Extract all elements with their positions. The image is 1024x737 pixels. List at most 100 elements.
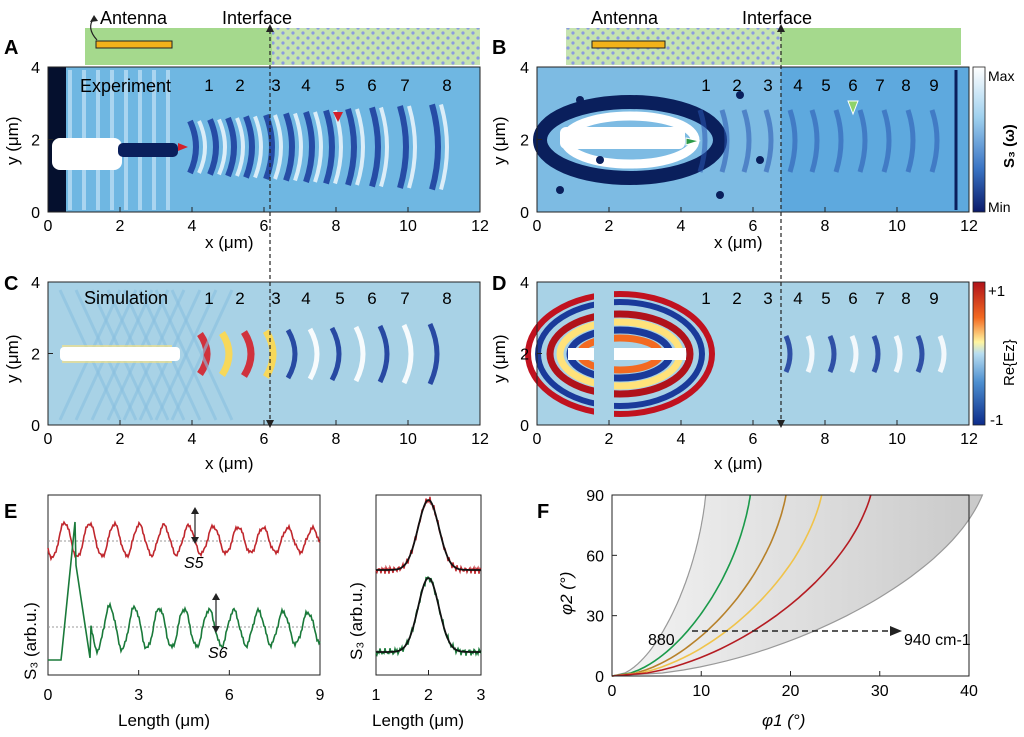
fringe — [827, 334, 837, 374]
fringe — [849, 334, 859, 374]
fringe-number: 7 — [400, 289, 409, 308]
arrowhead — [266, 420, 274, 428]
fringe — [697, 109, 708, 173]
y-label: S₃ (arb.u.) — [21, 602, 40, 680]
x-tick-label: 8 — [332, 431, 341, 448]
fringe — [243, 115, 255, 179]
fringe — [427, 322, 440, 386]
fringe — [719, 109, 730, 173]
x-tick-label: 0 — [44, 218, 53, 235]
x-tick-label: 8 — [821, 218, 830, 235]
fringe — [439, 103, 449, 191]
colorbar — [972, 281, 986, 426]
fringe-number: 4 — [301, 76, 310, 95]
fringe — [187, 119, 199, 175]
panel-letter: E — [4, 501, 17, 523]
x-tick-label: 6 — [260, 218, 269, 235]
panel-letter: B — [492, 37, 506, 59]
green-arrow — [685, 137, 701, 146]
fringe-number: 6 — [367, 289, 376, 308]
fringe-number: 5 — [335, 289, 344, 308]
fringe-number: 7 — [400, 76, 409, 95]
fringe-number: 8 — [442, 76, 451, 95]
fringe — [197, 120, 207, 174]
x-tick-label: 0 — [608, 683, 617, 700]
x-label: x (μm) — [205, 233, 254, 252]
x-tick-label: 3 — [134, 687, 143, 704]
colorbar-label: S₃ (ω) — [1001, 124, 1018, 168]
colorbar-label: Re{Ez} — [1001, 339, 1018, 386]
fringe — [217, 118, 227, 176]
fringe-number: 1 — [204, 289, 213, 308]
panel-letter: F — [537, 501, 549, 523]
x-tick-label: 4 — [677, 218, 686, 235]
y-tick-label: 0 — [520, 418, 529, 435]
inset-s5-line — [375, 496, 482, 575]
label-880: 880 — [648, 632, 675, 649]
fringe — [937, 334, 947, 374]
y-tick-label: 2 — [31, 347, 40, 364]
panel-tag: Simulation — [84, 288, 168, 308]
fringe — [929, 109, 940, 173]
x-tick-label: 12 — [471, 218, 489, 235]
inset-s6-fit — [376, 577, 481, 653]
y-tick-label: 4 — [520, 60, 529, 77]
fringe-number: 1 — [701, 76, 710, 95]
fringe-number: 8 — [901, 76, 910, 95]
y-tick-label: 0 — [595, 669, 604, 686]
y-tick-label: 4 — [31, 275, 40, 292]
x-tick-label: 10 — [888, 218, 906, 235]
panel-f: F 880 940 cm-1 0 10 20 30 40 0 30 60 90 φ1 (°) φ… — [537, 488, 984, 730]
fringe — [329, 326, 342, 382]
panel-tag: Experiment — [80, 76, 171, 96]
fringe — [401, 323, 414, 385]
y-tick-label: 0 — [31, 205, 40, 222]
arrowhead — [191, 537, 199, 544]
x-tick-label: 0 — [44, 687, 53, 704]
antenna-label: Antenna — [591, 8, 659, 28]
spot — [596, 156, 604, 164]
y-tick-label: 30 — [586, 609, 604, 626]
panel-e: E S5 S6 0 3 6 9 Length (μm) S₃ (arb.u.) 1 2 3… — [4, 494, 486, 730]
inset-frame — [375, 494, 482, 676]
arrowhead — [90, 15, 98, 22]
fringe-number: 4 — [793, 289, 802, 308]
curve-orange — [611, 494, 787, 677]
x-tick-label: 30 — [871, 683, 889, 700]
y-label: y (μm) — [3, 334, 22, 383]
x-tick-label: 0 — [44, 431, 53, 448]
fringe — [293, 112, 303, 182]
fringe-number: 7 — [875, 289, 884, 308]
s5-label: S5 — [184, 555, 204, 572]
x-tick-label: 10 — [399, 218, 417, 235]
x-tick-label: 4 — [188, 431, 197, 448]
fringe — [235, 117, 245, 177]
spot — [716, 191, 724, 199]
x-label: x (μm) — [205, 454, 254, 473]
interface-label: Interface — [742, 8, 812, 28]
antenna-label: Antenna — [100, 8, 168, 28]
fringe — [197, 331, 211, 377]
fringe-number: 1 — [204, 76, 213, 95]
fringe-number: 5 — [821, 289, 830, 308]
panel-letter: D — [492, 273, 506, 295]
fringe-number: 1 — [701, 289, 710, 308]
fringe-number: 5 — [821, 76, 830, 95]
fringe-numbers: 1 2 3 4 5 6 7 8 — [204, 289, 451, 308]
label-940: 940 cm-1 — [904, 632, 971, 649]
colorbar-min: Min — [988, 199, 1011, 215]
x-tick-label: 2 — [424, 687, 433, 704]
interface-label: Interface — [222, 8, 292, 28]
fringe-pattern — [525, 282, 947, 425]
fringe — [240, 330, 255, 378]
y-tick-label: 0 — [31, 418, 40, 435]
fringe — [219, 331, 233, 377]
ring — [525, 291, 715, 417]
y-label: y (μm) — [490, 334, 509, 383]
fringe — [805, 334, 815, 374]
x-tick-label: 2 — [605, 218, 614, 235]
x-label: Length (μm) — [118, 711, 210, 730]
fringe — [905, 109, 916, 173]
antenna-image-dark — [118, 143, 178, 157]
